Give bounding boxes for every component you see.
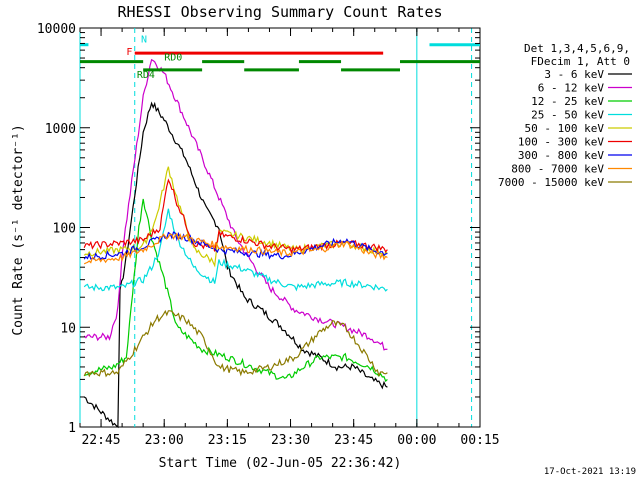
y-axis-label: Count Rate (s⁻¹ detector⁻¹): [11, 124, 26, 335]
x-tick-label: 23:15: [208, 433, 247, 448]
legend-entry-label: 300 - 800 keV: [518, 149, 604, 162]
plot-border: [79, 27, 481, 428]
state-bar-label: F: [126, 47, 132, 58]
y-tick-label: 100: [53, 222, 76, 237]
chart-title: RHESSI Observing Summary Count Rates: [117, 3, 442, 21]
x-tick-label: 23:00: [145, 433, 184, 448]
legend-entry-label: 50 - 100 keV: [525, 122, 605, 135]
series-line-4: [83, 166, 388, 268]
legend-entry-label: 100 - 300 keV: [518, 136, 604, 149]
x-tick-label: 22:45: [81, 433, 120, 448]
legend-header: Det 1,3,4,5,6,9,: [524, 42, 630, 55]
series-group: [83, 58, 388, 429]
y-tick-label: 1000: [45, 122, 76, 137]
plot-frame: [79, 27, 481, 428]
footer-date: 17-Oct-2021 13:19: [544, 467, 636, 477]
legend-entry-label: 6 - 12 keV: [538, 82, 605, 95]
state-bar-label: RD0: [164, 53, 182, 64]
x-tick-label: 23:45: [334, 433, 373, 448]
series-line-1: [83, 58, 388, 351]
series-line-8: [83, 309, 388, 378]
state-bar-label: N: [141, 35, 147, 46]
legend-header: FDecim 1, Att 0: [531, 55, 630, 68]
x-tick-label: 23:30: [271, 433, 310, 448]
series-line-2: [83, 198, 388, 383]
x-axis-label: Start Time (02-Jun-05 22:36:42): [159, 456, 402, 471]
legend-entry-label: 7000 - 15000 keV: [498, 176, 604, 189]
legend: Det 1,3,4,5,6,9,FDecim 1, Att 03 - 6 keV…: [498, 42, 632, 189]
axes: 22:45 23:00 23:15 23:30 23:45 00:00 00:15 1 10 10…: [37, 22, 500, 448]
y-tick-label: 10000: [37, 22, 76, 37]
x-tick-label: 00:00: [397, 433, 436, 448]
series-line-7: [83, 232, 388, 265]
x-tick-label: 00:15: [460, 433, 499, 448]
y-tick-label: 10: [60, 321, 76, 336]
series-line-3: [83, 208, 388, 292]
legend-entry-label: 3 - 6 keV: [544, 68, 604, 81]
legend-entry-label: 12 - 25 keV: [531, 95, 604, 108]
y-tick-label: 1: [68, 421, 76, 436]
legend-entry-label: 25 - 50 keV: [531, 109, 604, 122]
state-bars: NF RD0 RD4: [80, 35, 480, 81]
legend-entry-label: 800 - 7000 keV: [511, 163, 604, 176]
state-bar-label: RD4: [137, 70, 155, 81]
series-line-0: [83, 101, 388, 429]
